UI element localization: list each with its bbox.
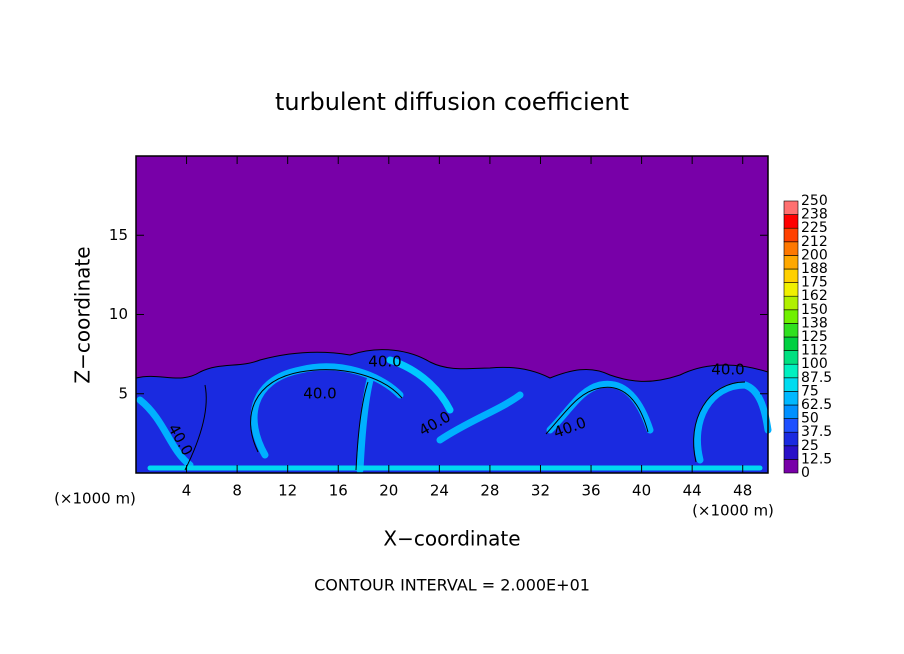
- colorbar-label: 250: [801, 193, 828, 209]
- contour-label: 40.0: [303, 385, 336, 403]
- colorbar-swatch: [783, 336, 799, 351]
- colorbar-label: 138: [801, 315, 828, 331]
- colorbar-label: 62.5: [801, 397, 832, 413]
- x-axis-label: X−coordinate: [383, 527, 520, 551]
- colorbar-swatch: [783, 268, 799, 283]
- colorbar-label: 87.5: [801, 370, 832, 386]
- x-tick-label: 40: [632, 482, 651, 500]
- colorbar-swatch: [783, 363, 799, 379]
- colorbar-label: 125: [801, 329, 828, 345]
- x-tick-label: 4: [182, 482, 192, 500]
- x-unit-left: (×1000 m): [54, 490, 136, 508]
- colorbar-swatch: [783, 445, 799, 460]
- chart-title: turbulent diffusion coefficient: [275, 88, 629, 116]
- colorbar-swatch: [783, 227, 799, 243]
- x-unit-right: (×1000 m): [692, 502, 774, 520]
- colorbar-swatch: [783, 200, 799, 215]
- colorbar-swatch: [783, 404, 799, 419]
- footnote: CONTOUR INTERVAL = 2.000E+01: [314, 576, 590, 595]
- swirls: [136, 356, 772, 474]
- colorbar-swatch: [783, 282, 799, 297]
- colorbar-swatch: [783, 309, 799, 324]
- x-tick-label: 24: [430, 482, 449, 500]
- colorbar-swatch: [783, 391, 799, 406]
- x-tick-label: 16: [329, 482, 348, 500]
- x-tick-label: 8: [232, 482, 242, 500]
- colorbar-swatch: [783, 214, 799, 229]
- colorbar-label: 0: [801, 465, 810, 481]
- colorbar-swatch: [783, 431, 799, 447]
- x-tick-label: 28: [480, 482, 499, 500]
- colorbar-swatch: [783, 241, 799, 256]
- colorbar-label: 25: [801, 438, 819, 454]
- colorbar-label: 188: [801, 261, 828, 277]
- colorbar-label: 238: [801, 207, 828, 223]
- x-tick-label: 48: [733, 482, 752, 500]
- colorbar-swatch: [783, 459, 799, 474]
- contour-lines: [184, 369, 746, 471]
- colorbar-label: 112: [801, 343, 828, 359]
- field: [135, 156, 772, 474]
- contour-label: 40.0: [368, 353, 401, 371]
- colorbar-swatch: [783, 350, 799, 365]
- colorbar-label: 50: [801, 411, 819, 427]
- colorbar-label: 162: [801, 288, 828, 304]
- colorbar-label: 12.5: [801, 451, 832, 467]
- colorbar-swatch: [783, 323, 799, 338]
- colorbar-label: 150: [801, 302, 828, 318]
- colorbar-swatch: [783, 255, 799, 270]
- colorbar-label: 37.5: [801, 424, 832, 440]
- colorbar-label: 175: [801, 275, 828, 291]
- contour-label: 40.0: [711, 361, 744, 379]
- x-tick-label: 20: [379, 482, 398, 500]
- y-axis-label: Z−coordinate: [71, 246, 95, 383]
- colorbar-label: 200: [801, 247, 828, 263]
- colorbar-swatch: [783, 295, 799, 311]
- colorbar-label: 212: [801, 234, 828, 250]
- x-tick-label: 32: [531, 482, 550, 500]
- colorbar-label: 100: [801, 356, 828, 372]
- colorbar-swatch: [783, 418, 799, 433]
- x-tick-label: 36: [581, 482, 600, 500]
- y-tick-label: 15: [109, 226, 128, 244]
- colorbar-label: 225: [801, 220, 828, 236]
- colorbar-label: 75: [801, 383, 819, 399]
- colorbar-swatch: [783, 377, 799, 392]
- y-tick-label: 5: [118, 384, 128, 402]
- y-tick-label: 10: [109, 305, 128, 323]
- x-tick-label: 44: [683, 482, 702, 500]
- x-tick-label: 12: [278, 482, 297, 500]
